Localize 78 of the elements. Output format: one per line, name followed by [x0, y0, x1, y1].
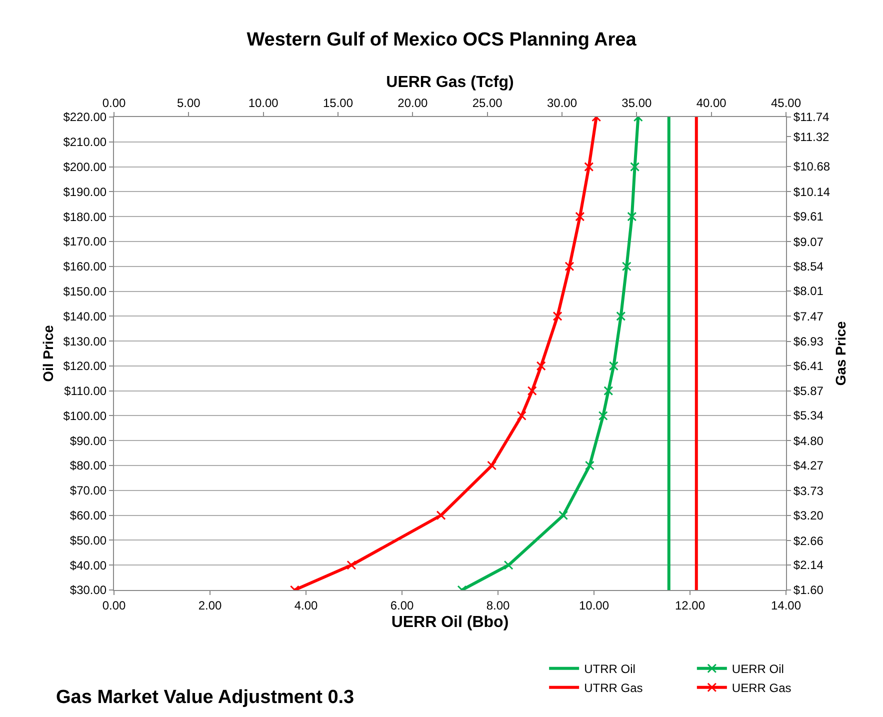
y-tick-label: $60.00: [70, 508, 107, 523]
x2-tick-label: 0.00: [102, 96, 126, 110]
x-tick-label: 12.00: [674, 598, 706, 612]
y-tick-label: $130.00: [63, 334, 107, 348]
point: [604, 386, 614, 396]
y2-tick-label: $2.66: [793, 534, 824, 548]
y-tick-label: $170.00: [63, 234, 107, 249]
x2-tick-label: 30.00: [546, 96, 578, 110]
x-axis-title: UERR Oil (Bbo): [391, 614, 509, 632]
x2-tick-label: 45.00: [770, 96, 802, 110]
point: [598, 410, 608, 420]
point: [630, 162, 640, 172]
x-tick-label: 8.00: [486, 598, 510, 612]
point: [616, 311, 626, 321]
x2-tick-label: 25.00: [472, 96, 503, 110]
y2-tick-label: $6.93: [793, 334, 824, 349]
y-tick-label: $50.00: [70, 533, 107, 548]
y-tick-label: $40.00: [70, 558, 107, 572]
y-tick-label: $70.00: [70, 484, 107, 498]
y2-axis-title: Gas Price: [832, 320, 849, 386]
y-tick-label: $120.00: [63, 359, 107, 374]
legend-label: UTRR Oil: [584, 662, 636, 676]
y2-tick-label: $1.60: [793, 583, 824, 598]
y-tick-label: $80.00: [70, 458, 107, 473]
y2-tick-label: $5.34: [793, 408, 824, 423]
y-tick-label: $100.00: [63, 408, 107, 423]
x-tick-label: 6.00: [390, 598, 414, 612]
y2-tick-label: $9.07: [793, 234, 824, 249]
point: [504, 560, 514, 570]
x-tick-label: 14.00: [770, 598, 802, 612]
x-tick-label: 2.00: [198, 598, 222, 612]
x-tick-label: 10.00: [578, 598, 610, 612]
chart-title: Western Gulf of Mexico OCS Planning Area: [246, 30, 637, 51]
x-tick-label: 0.00: [102, 598, 126, 612]
x2-axis-title: UERR Gas (Tcfg): [386, 74, 514, 92]
x2-tick-label: 35.00: [622, 96, 652, 110]
point: [584, 460, 594, 470]
x-tick-label: 4.00: [294, 598, 318, 612]
x2-tick-label: 15.00: [322, 96, 354, 110]
legend-label: UTRR Gas: [584, 681, 643, 696]
text: Gas Market Value Adjustment 0.3: [56, 687, 354, 708]
y-tick-label: $190.00: [63, 184, 107, 199]
y2-tick-label: $8.54: [793, 259, 824, 274]
y2-tick-label: $3.73: [793, 484, 824, 498]
point: [622, 262, 632, 272]
y2-tick-label: $7.47: [793, 309, 824, 324]
y-tick-label: $160.00: [63, 260, 107, 274]
y-tick-label: $110.00: [64, 384, 107, 398]
y-tick-label: $30.00: [70, 583, 107, 598]
y2-tick-label: $9.61: [793, 210, 824, 224]
y2-tick-label: $8.01: [793, 284, 824, 298]
y-axis-title: Oil Price: [40, 324, 56, 382]
x2-tick-label: 10.00: [248, 96, 279, 110]
y2-tick-label: $11.32: [793, 130, 830, 144]
y-tick-label: $90.00: [70, 434, 107, 448]
x2-tick-label: 20.00: [398, 96, 428, 110]
y2-tick-label: $10.68: [793, 160, 830, 174]
point: [558, 510, 568, 520]
point: [608, 361, 618, 371]
y2-tick-label: $11.74: [793, 110, 830, 124]
y-tick-label: $220.00: [63, 110, 107, 124]
y-tick-label: $140.00: [63, 309, 107, 324]
y2-tick-label: $3.20: [793, 508, 824, 523]
point: [627, 212, 637, 222]
y-tick-label: $150.00: [63, 284, 107, 298]
legend-label: UERR Oil: [732, 662, 784, 676]
y-tick-label: $200.00: [63, 160, 107, 174]
y-tick-label: $210.00: [63, 135, 107, 150]
y2-tick-label: $2.14: [793, 558, 824, 572]
legend-label: UERR Gas: [732, 681, 792, 696]
y-tick-label: $180.00: [63, 210, 107, 224]
y2-tick-label: $4.80: [793, 434, 824, 448]
x2-tick-label: 5.00: [176, 96, 201, 110]
y2-tick-label: $4.27: [793, 458, 824, 473]
y2-tick-label: $10.14: [793, 184, 830, 199]
x2-tick-label: 40.00: [696, 96, 727, 110]
y2-tick-label: $5.87: [793, 384, 824, 398]
y2-tick-label: $6.41: [793, 358, 824, 373]
